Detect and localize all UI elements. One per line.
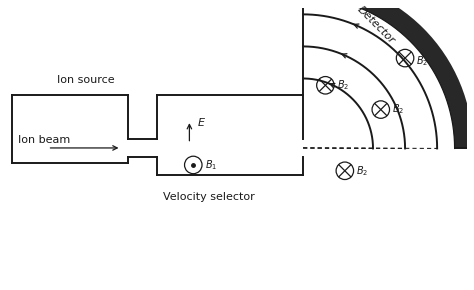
Text: $E$: $E$	[197, 116, 206, 128]
Text: $B_2$: $B_2$	[416, 54, 428, 68]
Text: Velocity selector: Velocity selector	[163, 192, 255, 202]
Text: Ion source: Ion source	[57, 75, 115, 86]
Wedge shape	[303, 0, 473, 148]
Text: $B_2$: $B_2$	[356, 164, 369, 178]
Text: Detector: Detector	[355, 4, 397, 46]
Text: Ion beam: Ion beam	[18, 135, 71, 145]
Text: $B_1$: $B_1$	[205, 158, 217, 172]
Text: $B_2$: $B_2$	[337, 78, 349, 92]
Text: $B_2$: $B_2$	[392, 103, 405, 117]
